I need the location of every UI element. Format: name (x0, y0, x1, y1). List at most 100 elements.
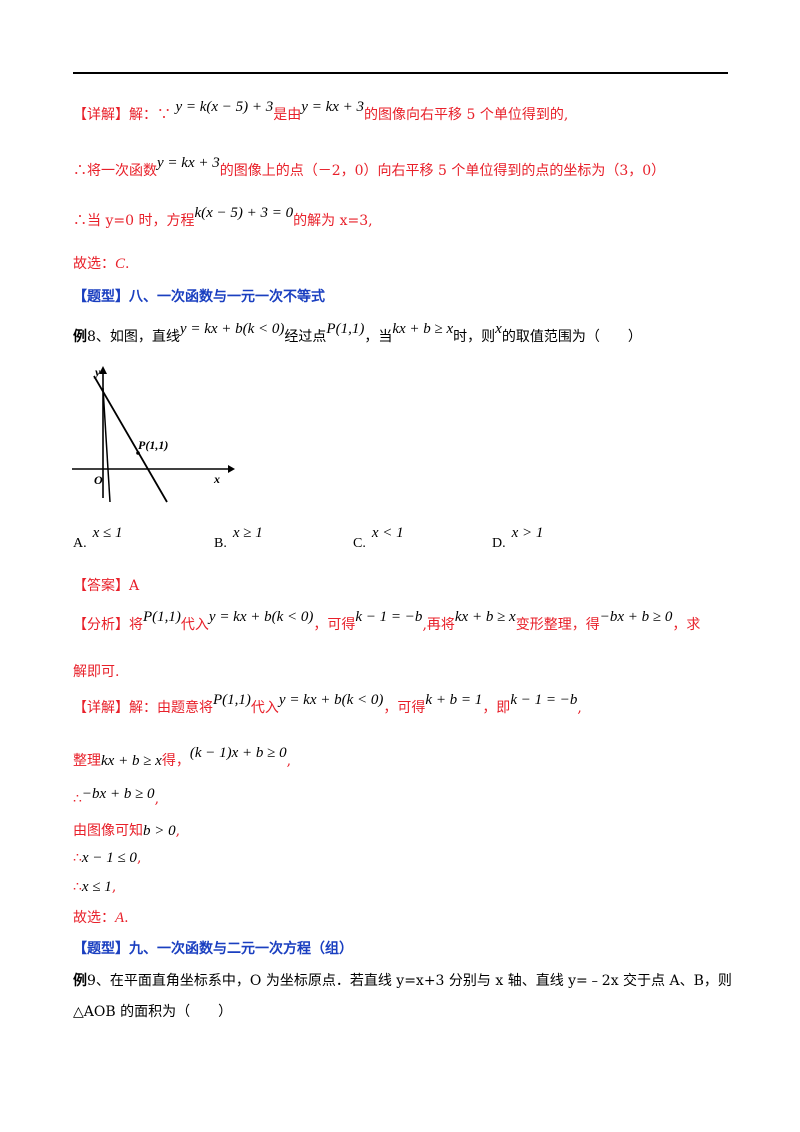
question-9-line-2: △AOB 的面积为（ ） (73, 1004, 233, 1020)
example-lead: 例 (73, 329, 87, 345)
option-a[interactable]: A. x ≤ 1 (73, 525, 123, 552)
x-axis-arrow-icon (228, 465, 235, 473)
option-math: x ≤ 1 (92, 525, 123, 541)
math-expression: P(1,1) (213, 692, 251, 708)
solution-text: ∴当 y=0 时，方程 (73, 213, 195, 229)
example-lead: 例 (73, 973, 87, 989)
option-label: D. (492, 536, 506, 551)
answer-line: 【答案】A (73, 575, 139, 595)
detail-text: , (154, 791, 160, 807)
choice-suffix: . (124, 910, 129, 926)
therefore-symbol: ∴ (73, 850, 82, 866)
math-expression: −bx + b ≥ 0 (81, 786, 155, 802)
origin-label: O (94, 473, 103, 487)
point-p (136, 451, 140, 455)
solution-tag: 【详解】 (73, 107, 129, 123)
answer-value: A (129, 578, 140, 594)
analysis-text: ，可得 (313, 617, 356, 633)
header-rule (73, 72, 728, 74)
detail-text: 解：由题意将 (129, 700, 213, 716)
analysis-line-2: 解即可. (73, 664, 120, 680)
math-expression: y = k(x − 5) + 3 (175, 99, 274, 115)
option-label: A. (73, 536, 87, 551)
question-text: 时，则 (453, 329, 496, 345)
analysis-text: ,再将 (422, 617, 455, 633)
analysis-tag: 【分析】 (73, 617, 129, 633)
line-y-eq-x (102, 387, 111, 503)
analysis-text: 代入 (180, 617, 209, 633)
option-math: x > 1 (511, 525, 544, 541)
detail-tag: 【详解】 (73, 700, 129, 716)
option-label: C. (353, 536, 366, 551)
solution-line-1: 【详解】解：∵ y = k(x − 5) + 3是由y = kx + 3的图像向… (73, 99, 568, 124)
math-expression: y = kx + 3 (157, 155, 220, 171)
math-expression: −bx + b ≥ 0 (599, 609, 673, 625)
question-text: 经过点 (284, 329, 327, 345)
math-expression: y = kx + b(k < 0) (278, 692, 384, 708)
math-expression: x ≤ 1 (81, 879, 112, 895)
solution-text: 的图像上的点（－2，0）向右平移 5 个单位得到的点的坐标为（3，0） (219, 163, 666, 179)
solution-text: ∴将一次函数 (73, 163, 157, 179)
answer-tag: 【答案】 (73, 578, 129, 594)
question-9-line-1: 例9、在平面直角坐标系中，O 为坐标原点．若直线 y=x+3 分别与 x 轴、直… (73, 970, 732, 990)
detail-line-5: ∴x − 1 ≤ 0, (73, 850, 141, 867)
option-math: x < 1 (371, 525, 404, 541)
math-expression: P(1,1) (143, 609, 181, 625)
math-expression: k(x − 5) + 3 = 0 (194, 205, 294, 221)
math-expression: y = kx + b(k < 0) (208, 609, 314, 625)
line-y-eq-kx-plus-b (93, 375, 168, 503)
detail-text: , (136, 850, 142, 866)
detail-line-2: 整理kx + b ≥ x得，(k − 1)x + b ≥ 0, (73, 745, 291, 770)
option-label: B. (214, 536, 227, 551)
question-text: ，当 (364, 329, 393, 345)
math-expression: y = kx + b(k < 0) (179, 321, 285, 337)
math-expression: kx + b ≥ x (392, 321, 454, 337)
detail-line-3: ∴−bx + b ≥ 0, (73, 786, 160, 808)
math-expression: b > 0 (143, 823, 176, 839)
detail-choice: 故选：A. (73, 907, 129, 927)
detail-line-4: 由图像可知b > 0, (73, 820, 180, 840)
section-heading-9: 【题型】九、一次函数与二元一次方程（组） (73, 941, 353, 957)
solution-text: 解：∵ (129, 107, 171, 123)
option-c[interactable]: C. x < 1 (353, 525, 404, 552)
solution-choice: 故选：C. (73, 253, 129, 273)
math-expression: P(1,1) (326, 321, 365, 337)
detail-line-6: ∴x ≤ 1, (73, 879, 116, 896)
option-math: x ≥ 1 (232, 525, 263, 541)
choice-prefix: 故选： (73, 910, 115, 926)
analysis-text: 将 (129, 617, 143, 633)
detail-text: ，即 (482, 700, 511, 716)
choice-value: A (115, 910, 125, 926)
math-expression: x (495, 321, 502, 337)
option-b[interactable]: B. x ≥ 1 (214, 525, 263, 552)
point-p-label: P(1,1) (138, 438, 168, 452)
choice-value: C (115, 256, 126, 272)
math-expression: y = kx + 3 (301, 99, 365, 115)
analysis-line-1: 【分析】将P(1,1)代入y = kx + b(k < 0)，可得k − 1 =… (73, 609, 701, 634)
solution-text: 是由 (273, 107, 302, 123)
question-text: 8、如图，直线 (87, 329, 180, 345)
solution-line-2: ∴将一次函数y = kx + 3的图像上的点（－2，0）向右平移 5 个单位得到… (73, 155, 666, 180)
therefore-symbol: ∴ (73, 791, 82, 807)
detail-text: , (175, 823, 181, 839)
section-heading-8: 【题型】八、一次函数与一元一次不等式 (73, 289, 325, 305)
detail-text: 代入 (250, 700, 279, 716)
option-d[interactable]: D. x > 1 (492, 525, 543, 552)
math-expression: k − 1 = −b (510, 692, 578, 708)
detail-text: ，可得 (383, 700, 426, 716)
math-expression: kx + b ≥ x (454, 609, 516, 625)
detail-text: , (577, 700, 582, 716)
analysis-text: 变形整理，得 (515, 617, 600, 633)
choice-prefix: 故选： (73, 256, 115, 272)
x-axis-label: x (213, 472, 220, 486)
question-text: 9、在平面直角坐标系中，O 为坐标原点．若直线 y=x+3 分别与 x 轴、直线… (87, 973, 732, 989)
line-graph-figure: y x O P(1,1) (72, 365, 235, 503)
detail-text: , (111, 879, 117, 895)
y-axis-label: y (93, 365, 101, 379)
question-8: 例8、如图，直线y = kx + b(k < 0)经过点P(1,1)，当kx +… (73, 321, 642, 346)
solution-line-3: ∴当 y=0 时，方程k(x − 5) + 3 = 0的解为 x=3, (73, 205, 373, 230)
analysis-text: ，求 (672, 617, 701, 633)
therefore-symbol: ∴ (73, 879, 82, 895)
detail-line-1: 【详解】解：由题意将P(1,1)代入y = kx + b(k < 0)，可得 k … (73, 692, 582, 717)
math-expression: x − 1 ≤ 0 (81, 850, 137, 866)
